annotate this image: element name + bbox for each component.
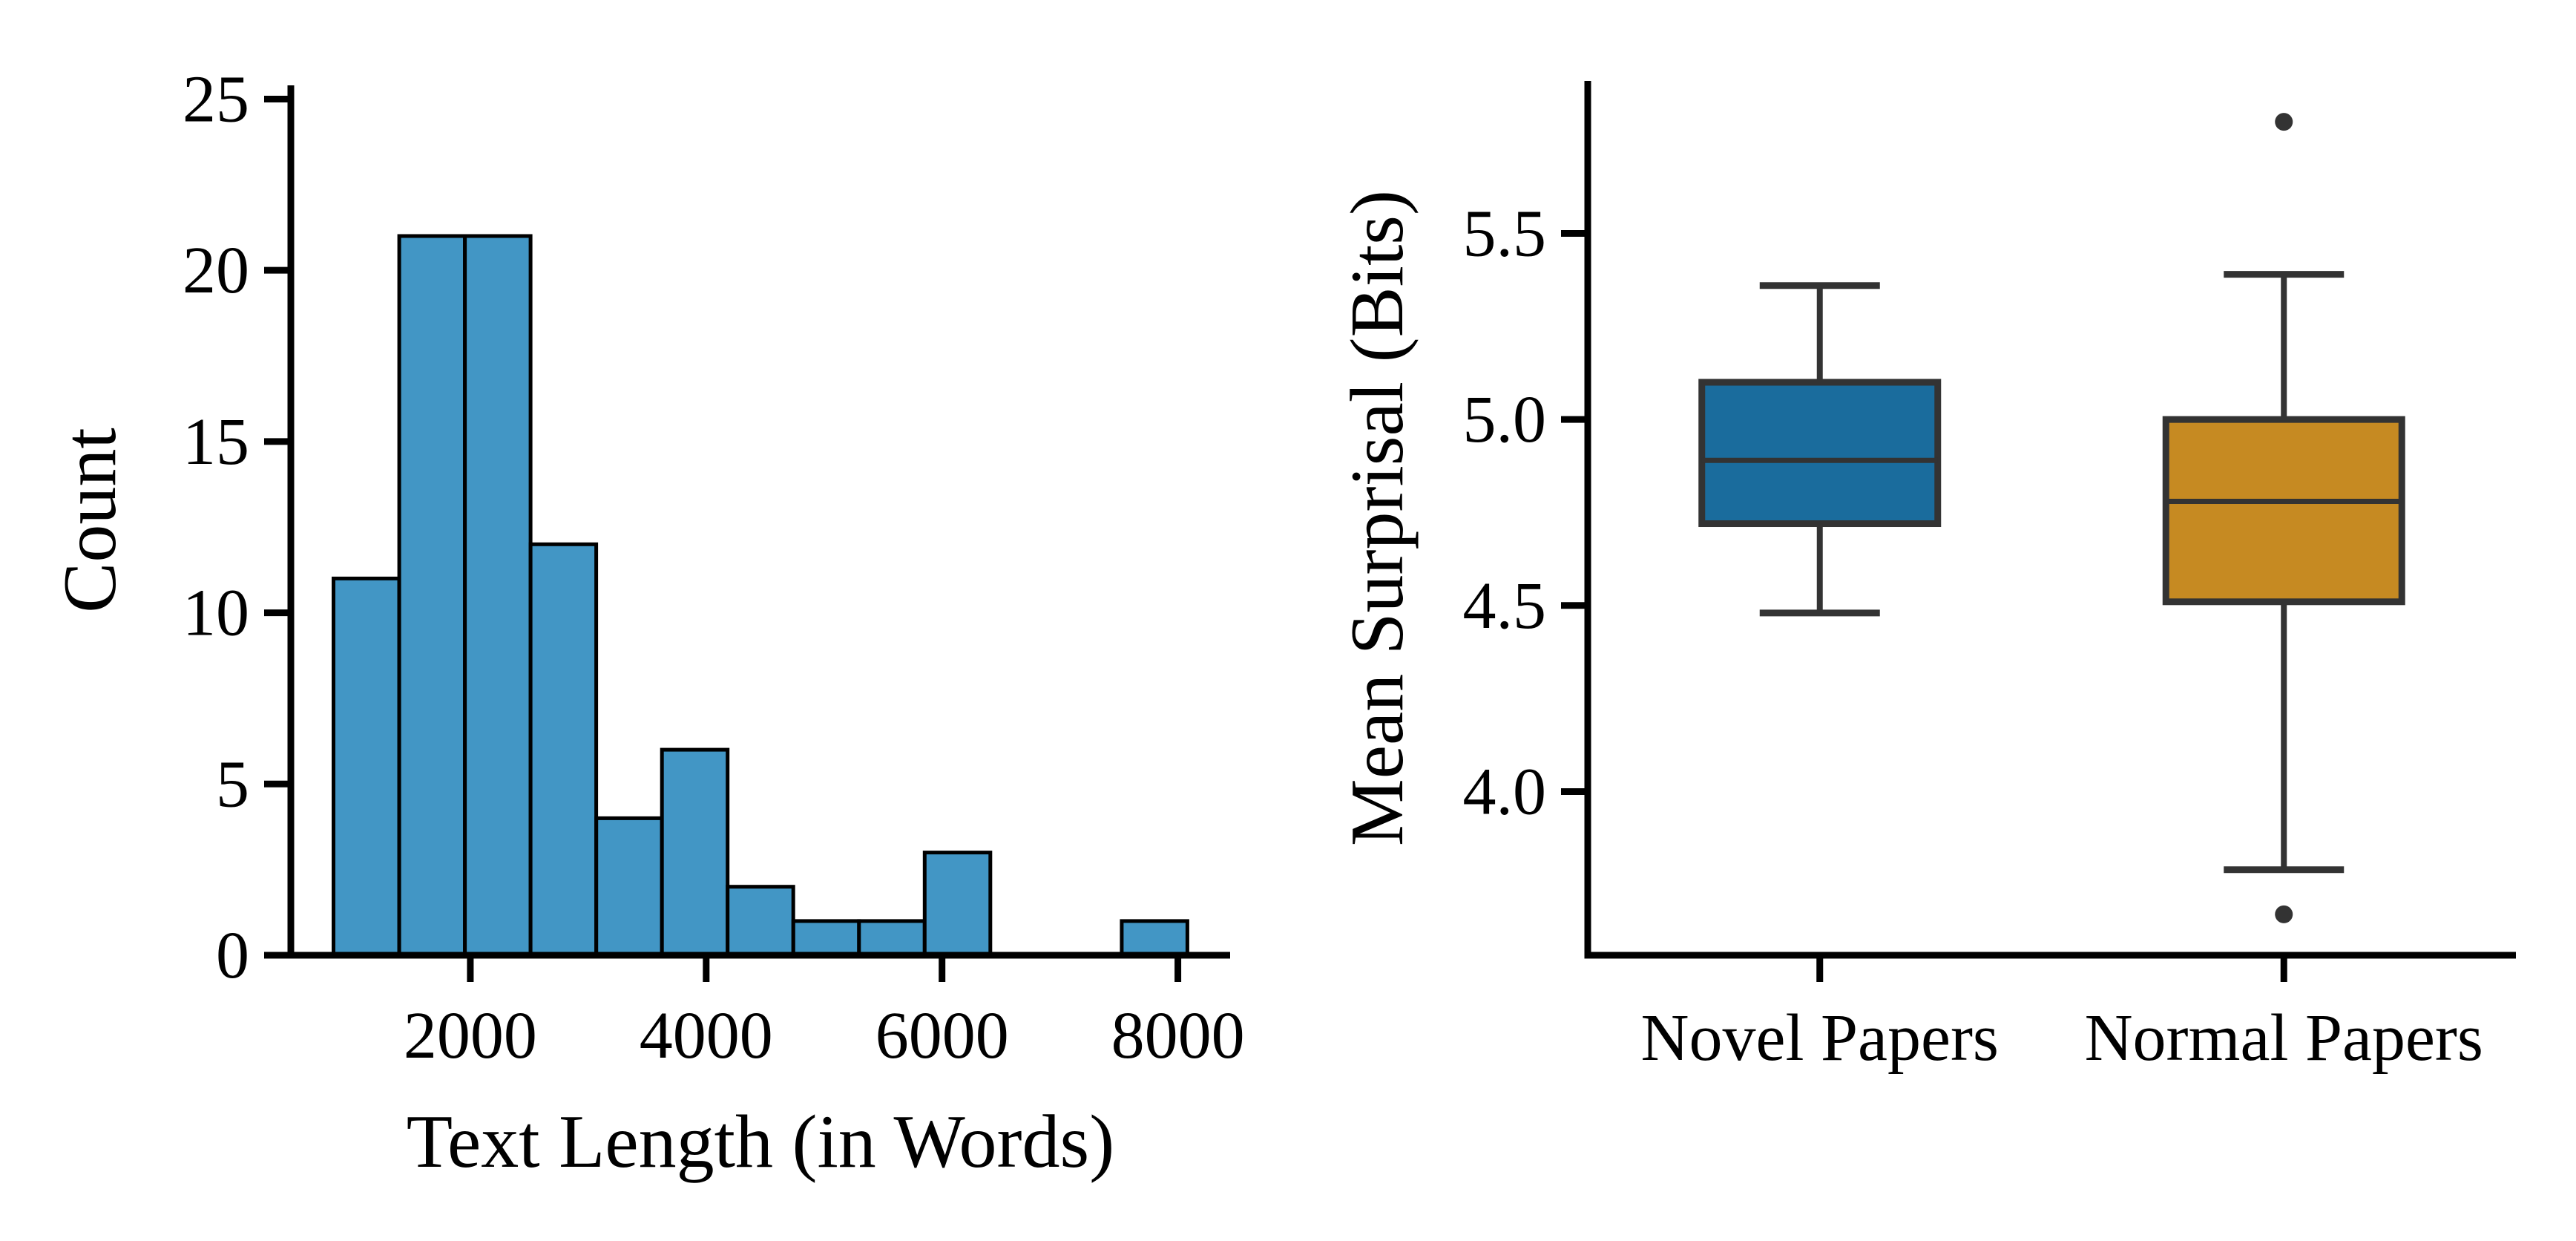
box — [2162, 416, 2405, 606]
y-tick-label: 0 — [216, 919, 249, 992]
histogram-bar — [528, 542, 599, 957]
histogram-bar — [726, 885, 795, 957]
x-tick-label: 6000 — [875, 999, 1009, 1073]
boxplot-panel: 4.0 4.5 5.0 5.5 Novel Papers Normal Papers Me… — [1335, 81, 2516, 1075]
histogram-bar — [660, 747, 730, 957]
histogram-bar — [857, 919, 927, 957]
x-tick-label: 8000 — [1111, 999, 1245, 1073]
y-tick-label: 10 — [183, 577, 249, 650]
outlier-point — [2275, 113, 2293, 131]
y-tick-label: 4.0 — [1463, 755, 1547, 828]
histogram-bar — [1120, 919, 1189, 957]
outlier-point — [2275, 905, 2293, 923]
y-tick-label: 15 — [183, 405, 249, 479]
x-tick-label: 2000 — [404, 999, 537, 1073]
category-label: Normal Papers — [2085, 1001, 2483, 1075]
histogram-bar — [791, 919, 861, 957]
y-tick-label: 5 — [216, 747, 249, 821]
y-tick-label: 5.5 — [1463, 197, 1547, 271]
x-tick-label: 4000 — [640, 999, 773, 1073]
histogram-bar — [922, 851, 993, 957]
histogram-panel: 0 5 10 15 20 25 2000 4000 6000 8000 Text Length (… — [48, 62, 1245, 1184]
histogram-bar — [332, 576, 401, 957]
category-label: Novel Papers — [1641, 1001, 1999, 1075]
y-tick-label: 25 — [183, 62, 249, 136]
box — [1698, 379, 1942, 528]
histogram-y-axis-title: Count — [48, 428, 132, 612]
y-tick-label: 4.5 — [1463, 569, 1547, 643]
boxplot-y-axis-title: Mean Surprisal (Bits) — [1335, 190, 1419, 846]
y-tick-label: 5.0 — [1463, 383, 1547, 456]
histogram-bar — [397, 234, 467, 957]
histogram-x-axis-title: Text Length (in Words) — [407, 1100, 1114, 1184]
y-tick-label: 20 — [183, 234, 249, 307]
histogram-bar — [463, 234, 533, 957]
histogram-bar — [594, 816, 664, 957]
